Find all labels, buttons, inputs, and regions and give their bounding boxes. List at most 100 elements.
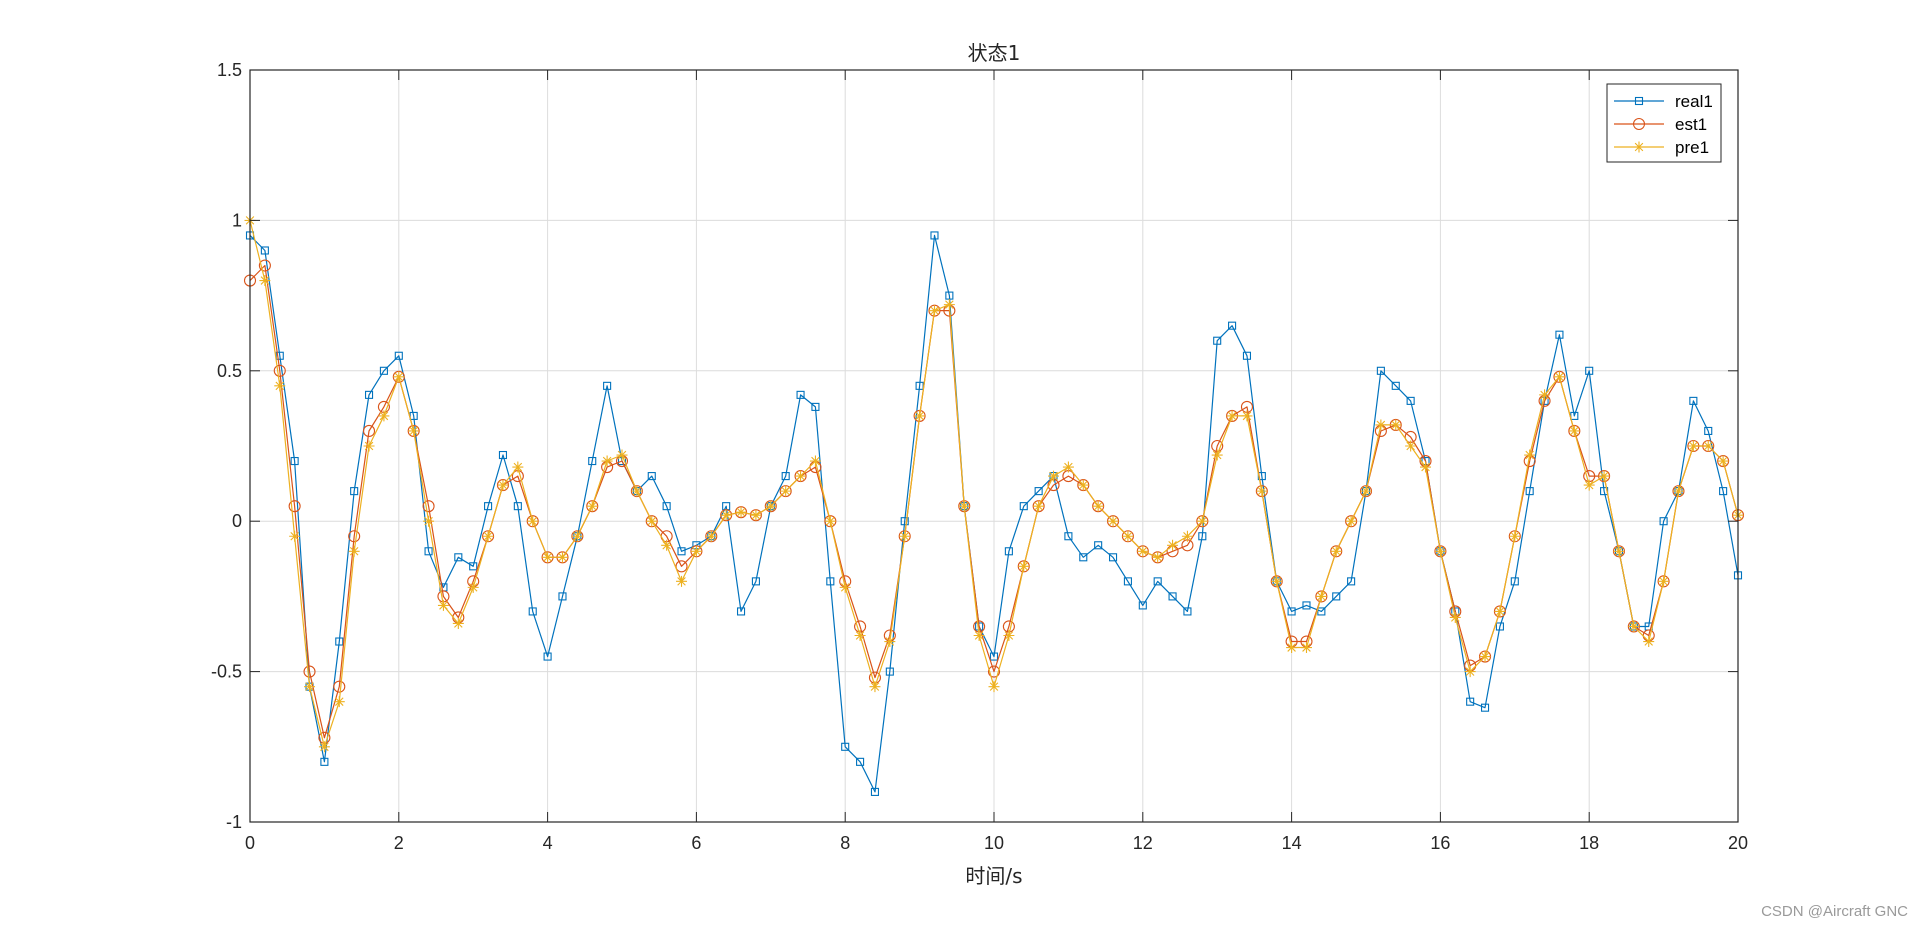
data-point-pre1 (1613, 545, 1625, 557)
data-point-real1 (841, 742, 850, 751)
data-point-pre1 (1048, 470, 1060, 482)
data-point-est1 (987, 665, 1001, 678)
data-point-pre1 (1018, 560, 1030, 572)
data-point-pre1 (780, 485, 792, 497)
data-point-pre1 (705, 530, 717, 542)
data-point-pre1 (1494, 605, 1506, 617)
data-point-pre1 (1360, 485, 1372, 497)
data-point-real1 (394, 351, 403, 360)
legend-label: est1 (1675, 115, 1707, 134)
data-point-pre1 (854, 630, 866, 642)
data-point-real1 (870, 787, 880, 796)
data-point-real1 (335, 637, 344, 646)
data-point-real1 (796, 390, 805, 399)
legend-label: pre1 (1675, 138, 1709, 157)
data-point-pre1 (333, 696, 345, 708)
data-point-real1 (662, 502, 671, 511)
y-tick-label: 0 (232, 511, 242, 531)
y-tick-label: -0.5 (211, 662, 242, 682)
y-tick-label: 1 (232, 210, 242, 230)
data-point-pre1 (1167, 539, 1179, 551)
data-point-pre1 (1464, 666, 1476, 678)
data-point-real1 (1242, 351, 1252, 360)
data-point-pre1 (1524, 449, 1536, 461)
data-point-pre1 (423, 515, 435, 527)
data-point-pre1 (1405, 440, 1417, 452)
data-point-real1 (513, 502, 522, 511)
data-point-pre1 (289, 530, 301, 542)
data-point-pre1 (839, 581, 851, 593)
data-point-pre1 (601, 455, 613, 467)
series-layer (243, 214, 1745, 796)
data-point-real1 (1004, 547, 1013, 556)
data-point-real1 (1168, 592, 1177, 601)
data-point-pre1 (824, 515, 836, 527)
legend-entry-real1: real1 (1614, 92, 1713, 111)
data-point-pre1 (988, 681, 1000, 693)
data-point-real1 (1347, 577, 1356, 586)
x-tick-label: 0 (245, 833, 255, 853)
data-point-real1 (1317, 607, 1326, 616)
data-point-est1 (422, 500, 435, 513)
data-point-pre1 (1107, 515, 1119, 527)
series-line-real1 (249, 234, 1739, 793)
data-point-pre1 (1241, 410, 1253, 422)
data-point-real1 (1510, 577, 1519, 586)
x-tick-label: 20 (1728, 833, 1748, 853)
data-point-pre1 (586, 500, 598, 512)
data-point-pre1 (631, 485, 643, 497)
x-axis-label: 时间/s (965, 864, 1022, 888)
data-point-pre1 (750, 509, 762, 521)
data-point-real1 (1302, 601, 1311, 610)
data-point-pre1 (690, 545, 702, 557)
x-tick-label: 6 (691, 833, 701, 853)
data-point-pre1 (1137, 545, 1149, 557)
data-point-pre1 (661, 539, 673, 551)
data-point-pre1 (928, 305, 940, 317)
x-tick-label: 2 (394, 833, 404, 853)
data-point-pre1 (1330, 545, 1342, 557)
y-tick-label: 0.5 (217, 361, 242, 381)
grid-lines (250, 70, 1738, 822)
data-point-real1 (558, 592, 567, 601)
x-tick-labels: 0 2 4 6 8 10 12 14 16 18 20 (245, 833, 1748, 853)
data-point-real1 (989, 652, 999, 661)
legend-marker (1632, 117, 1646, 131)
data-point-pre1 (497, 479, 509, 491)
data-point-real1 (1376, 366, 1385, 375)
data-point-pre1 (274, 380, 286, 392)
data-point-real1 (469, 562, 478, 571)
y-tick-label: -1 (226, 812, 242, 832)
legend: real1 est1 pre1 (1606, 83, 1722, 163)
data-point-pre1 (943, 299, 955, 311)
data-point-pre1 (1583, 479, 1595, 491)
data-point-pre1 (1717, 455, 1729, 467)
data-point-pre1 (1643, 636, 1655, 648)
data-point-real1 (603, 381, 612, 390)
data-point-real1 (1064, 532, 1073, 541)
data-point-real1 (364, 390, 374, 399)
data-point-pre1 (1271, 575, 1283, 587)
data-point-pre1 (765, 500, 777, 512)
data-point-real1 (647, 472, 656, 481)
data-point-pre1 (899, 530, 911, 542)
data-point-real1 (320, 757, 329, 766)
series-pre1 (244, 214, 1744, 753)
data-point-pre1 (973, 630, 985, 642)
data-point-real1 (1108, 553, 1118, 562)
data-point-pre1 (393, 371, 405, 383)
data-point-real1 (915, 381, 924, 390)
data-point-pre1 (809, 455, 821, 467)
data-point-est1 (348, 530, 361, 543)
data-point-real1 (781, 472, 790, 481)
x-tick-label: 12 (1133, 833, 1153, 853)
data-point-pre1 (408, 425, 420, 437)
data-point-real1 (677, 547, 686, 556)
data-point-real1 (1198, 532, 1207, 541)
data-point-pre1 (1003, 630, 1015, 642)
data-point-pre1 (1434, 545, 1446, 557)
data-point-real1 (484, 502, 493, 511)
data-point-real1 (1332, 592, 1341, 601)
data-point-pre1 (363, 440, 375, 452)
